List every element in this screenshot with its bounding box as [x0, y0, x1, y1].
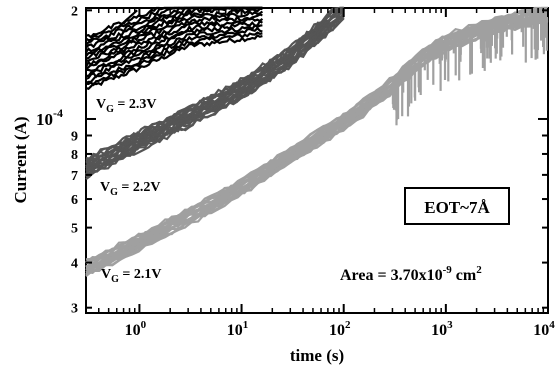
series-1-trace [85, 16, 345, 177]
series-0-trace [85, 26, 263, 85]
y-tick-label: 2 [71, 4, 78, 19]
y-tick-label: 4 [71, 257, 78, 272]
y-axis-title: Current (A) [11, 116, 30, 203]
series-label-vg-2-1: VG = 2.1V [101, 267, 162, 285]
series-0-trace [85, 7, 263, 62]
eot-box [404, 187, 510, 225]
y-tick-label: 6 [71, 193, 78, 208]
series-2-trace [85, 6, 548, 261]
axis-layer: 100 101 102 103 104 3 4 5 6 7 8 9 10-4 2 [36, 4, 555, 339]
series-0-trace [116, 9, 138, 30]
y-tick-label: 8 [71, 148, 78, 163]
area-annotation: Area = 3.70x10-9 cm2 [340, 264, 482, 284]
series-0-trace [85, 13, 263, 70]
series-layer [85, 6, 549, 278]
eot-label: EOT~7Å [424, 198, 490, 217]
x-tick-label: 101 [227, 319, 249, 339]
series-label-vg-2-3: VG = 2.3V [96, 97, 157, 115]
x-axis-title: time (s) [290, 346, 344, 365]
series-0 [85, 6, 264, 91]
series-1 [85, 6, 345, 180]
x-tick-label: 102 [329, 319, 351, 339]
x-tick-label: 100 [125, 319, 147, 339]
x-tick-label: 103 [431, 319, 453, 339]
x-tick-label: 104 [533, 319, 555, 339]
series-2 [85, 6, 549, 278]
series-0-trace [86, 19, 263, 77]
y-tick-label: 10-4 [36, 106, 63, 129]
series-0-trace [86, 17, 264, 72]
series-1-trace [85, 11, 345, 168]
series-0-trace [85, 6, 263, 39]
series-0-trace [85, 34, 263, 91]
y-tick-label: 5 [71, 222, 78, 237]
series-1-trace [85, 6, 344, 162]
y-tick-label: 3 [71, 302, 78, 317]
series-0-trace [85, 31, 263, 87]
y-tick-label: 7 [71, 169, 78, 184]
series-label-vg-2-2: VG = 2.2V [100, 180, 161, 198]
y-tick-label: 9 [71, 129, 78, 144]
